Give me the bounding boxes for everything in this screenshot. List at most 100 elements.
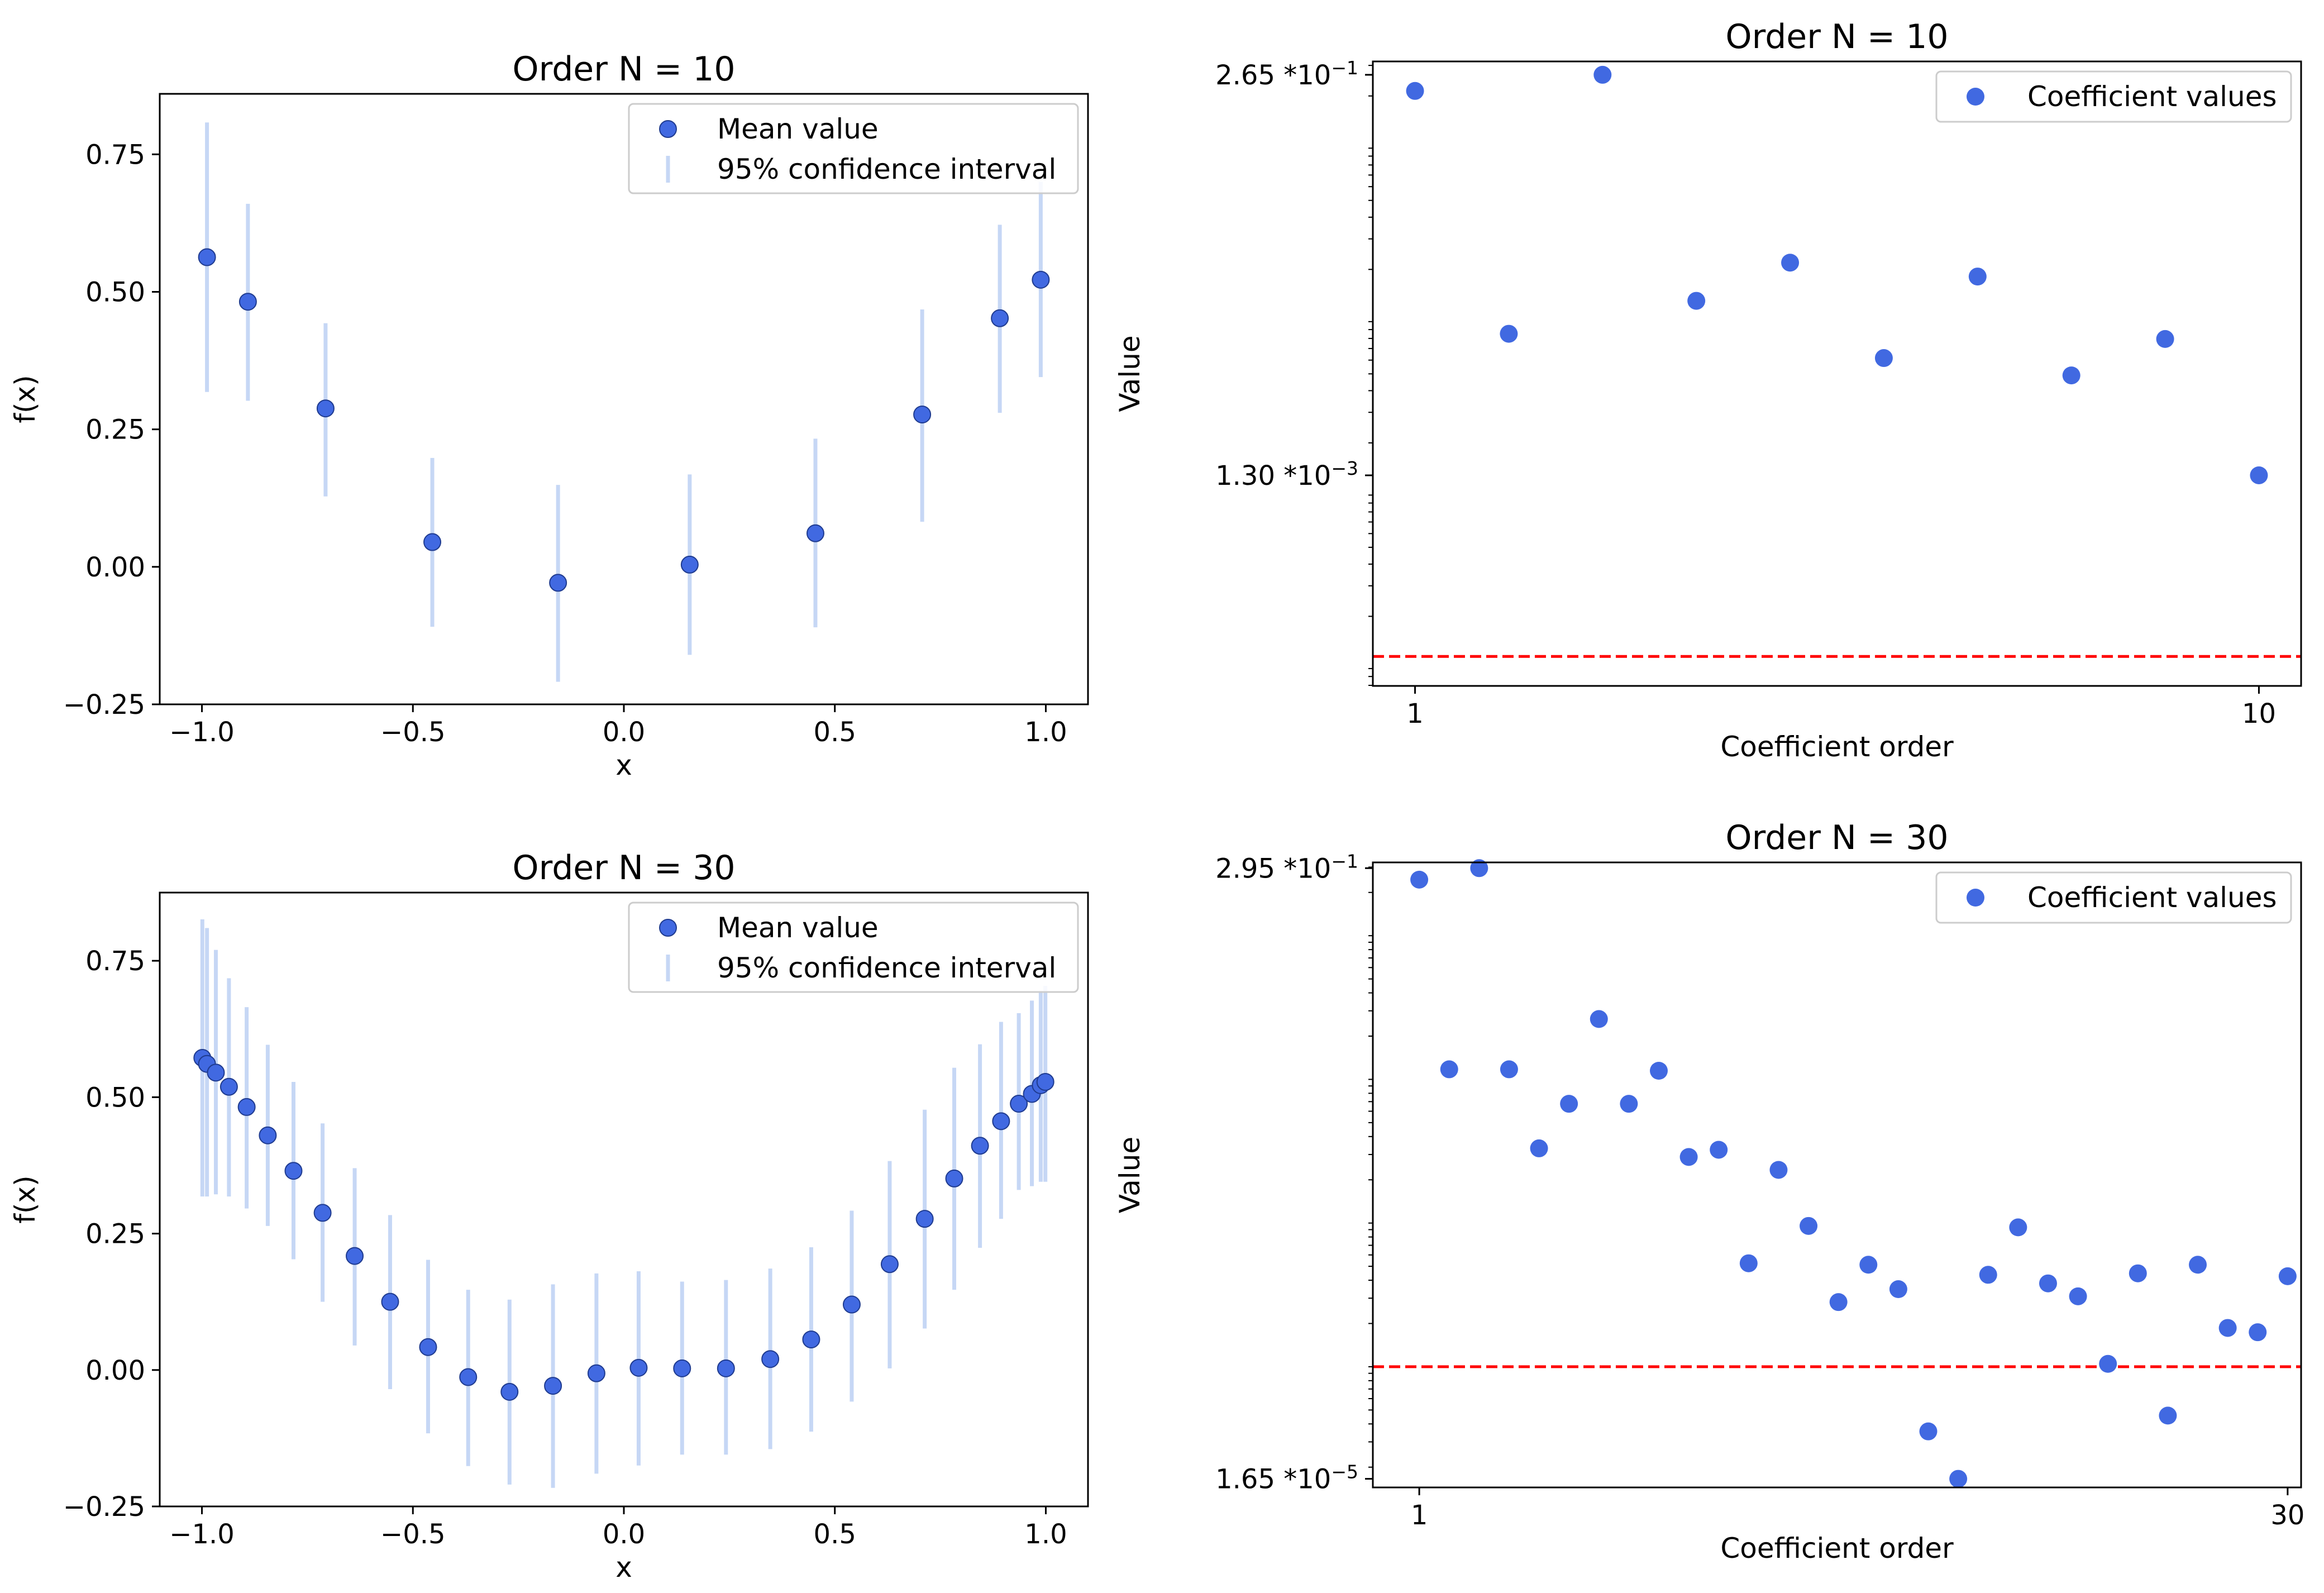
data-point bbox=[802, 1330, 820, 1349]
data-point bbox=[1710, 1141, 1728, 1159]
y-tick-times-ten: *10 bbox=[1275, 1464, 1331, 1495]
legend-frame bbox=[628, 902, 1079, 993]
data-point bbox=[2218, 1319, 2237, 1337]
data-point bbox=[1593, 65, 1612, 84]
data-point bbox=[880, 1255, 899, 1274]
data-point bbox=[680, 555, 699, 574]
data-point bbox=[673, 1359, 691, 1377]
data-point bbox=[2069, 1287, 2087, 1305]
data-point bbox=[1500, 1060, 1518, 1079]
data-point bbox=[459, 1368, 478, 1386]
data-point bbox=[915, 1210, 934, 1228]
data-point bbox=[2062, 366, 2080, 385]
y-tick-label: −0.25 bbox=[63, 689, 145, 721]
data-point bbox=[1769, 1161, 1788, 1179]
y-tick-label: 1.65 *10−5 bbox=[1215, 1461, 1358, 1495]
data-point bbox=[1650, 1062, 1668, 1080]
y-tick-label: 0.00 bbox=[85, 552, 145, 583]
x-axis-label: x bbox=[615, 1551, 632, 1584]
y-tick-times-ten: *10 bbox=[1275, 853, 1331, 884]
data-point bbox=[806, 524, 824, 542]
data-point bbox=[2009, 1218, 2027, 1237]
data-point bbox=[1739, 1254, 1758, 1272]
data-point bbox=[346, 1247, 364, 1265]
legend-label: Coefficient values bbox=[2027, 881, 2277, 914]
data-point bbox=[316, 399, 335, 418]
data-point bbox=[1781, 254, 1800, 272]
y-tick-mantissa: 2.95 bbox=[1215, 853, 1275, 884]
data-point bbox=[198, 248, 216, 266]
data-point bbox=[1500, 325, 1518, 343]
x-axis-label: Coefficient order bbox=[1720, 1532, 1954, 1565]
legend: Coefficient values bbox=[1935, 70, 2292, 123]
y-tick-times-ten: *10 bbox=[1275, 460, 1331, 492]
data-point bbox=[2099, 1354, 2117, 1373]
data-point bbox=[1829, 1293, 1848, 1311]
data-point bbox=[237, 1098, 256, 1116]
data-point bbox=[1874, 349, 1893, 368]
data-point bbox=[313, 1204, 332, 1222]
panel-p2: Order N = 101 102.65 *10−11.30 *10−3Coeff… bbox=[1114, 17, 2302, 763]
legend: Mean value 95% confidence interval bbox=[628, 902, 1079, 993]
legend-label: Coefficient values bbox=[2027, 80, 2277, 113]
x-tick-label: −1.0 bbox=[169, 717, 235, 748]
x-tick-label: 30 bbox=[2270, 1500, 2304, 1531]
data-point bbox=[1590, 1010, 1608, 1028]
panel-title: Order N = 30 bbox=[512, 848, 735, 888]
y-tick-label: −0.25 bbox=[63, 1491, 145, 1523]
y-tick-label: 0.50 bbox=[85, 1082, 145, 1113]
data-point bbox=[1406, 82, 1424, 100]
data-point bbox=[238, 293, 257, 311]
legend-frame bbox=[1935, 871, 2292, 924]
x-tick-label: −1.0 bbox=[169, 1519, 235, 1550]
data-point bbox=[419, 1338, 437, 1356]
x-axis-label: x bbox=[615, 749, 632, 781]
x-tick-label: −0.5 bbox=[380, 717, 446, 748]
y-tick-mantissa: 1.65 bbox=[1215, 1464, 1275, 1495]
data-point bbox=[1919, 1422, 1938, 1441]
legend-marker-icon bbox=[1967, 889, 1984, 907]
data-point bbox=[2189, 1256, 2207, 1274]
axes-frame bbox=[1372, 861, 2302, 1489]
x-axis-label: Coefficient order bbox=[1720, 731, 1954, 763]
data-point bbox=[1530, 1139, 1548, 1157]
data-point bbox=[544, 1377, 562, 1395]
data-point bbox=[284, 1162, 303, 1180]
data-point bbox=[1032, 270, 1050, 289]
y-tick-times-ten: *10 bbox=[1275, 60, 1331, 91]
legend: Mean value 95% confidence interval bbox=[628, 103, 1079, 194]
legend-frame bbox=[1935, 70, 2292, 123]
y-tick-label: 0.00 bbox=[85, 1355, 145, 1386]
data-point bbox=[1036, 1072, 1054, 1091]
data-point bbox=[1410, 870, 1429, 889]
data-point bbox=[1687, 292, 1706, 310]
data-point bbox=[1979, 1266, 1997, 1284]
data-point bbox=[1560, 1095, 1578, 1113]
data-point bbox=[1968, 268, 1987, 286]
data-point bbox=[549, 574, 567, 592]
x-tick-label: 0.0 bbox=[603, 717, 645, 748]
data-point bbox=[761, 1350, 780, 1368]
data-point bbox=[1010, 1095, 1028, 1113]
data-point bbox=[629, 1358, 648, 1377]
data-point bbox=[423, 533, 442, 551]
data-point bbox=[1470, 859, 1488, 877]
data-point bbox=[587, 1364, 605, 1382]
y-tick-label: 1.30 *10−3 bbox=[1215, 457, 1358, 492]
y-tick-label: 0.25 bbox=[85, 414, 145, 446]
data-point bbox=[1800, 1217, 1818, 1235]
y-tick-label: 2.65 *10−1 bbox=[1215, 57, 1358, 91]
y-axis-label: Value bbox=[1114, 335, 1146, 412]
x-tick-label: 1.0 bbox=[1024, 1519, 1067, 1550]
axes-frame bbox=[1372, 60, 2302, 687]
y-axis-label: Value bbox=[1114, 1137, 1146, 1213]
data-point bbox=[2250, 466, 2268, 484]
y-tick-label: 0.75 bbox=[85, 946, 145, 977]
x-tick-label: 1.0 bbox=[1024, 717, 1067, 748]
y-tick-label: 2.95 *10−1 bbox=[1215, 850, 1358, 884]
legend-label: Mean value bbox=[717, 912, 879, 944]
y-tick-exponent: −5 bbox=[1331, 1461, 1358, 1483]
data-point bbox=[2249, 1323, 2267, 1342]
panel-p3: Order N = 30 −1.0 −0.5 0.0 0.5 1.0 −0.25 0.00 0.… bbox=[9, 848, 1089, 1584]
